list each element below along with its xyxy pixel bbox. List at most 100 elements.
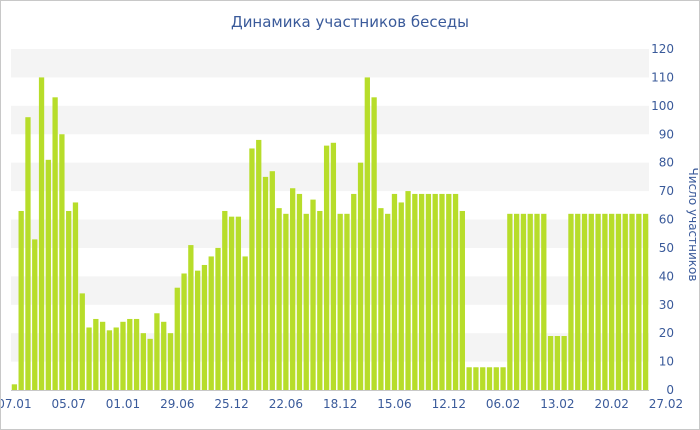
grid-band: [11, 49, 649, 78]
bar: [161, 321, 167, 390]
bar: [554, 336, 561, 390]
bar: [25, 117, 31, 390]
bar: [72, 202, 79, 390]
bar: [296, 193, 303, 390]
y-tick-label: 30: [659, 298, 674, 312]
bar: [337, 213, 343, 390]
bar: [45, 159, 51, 390]
bar: [188, 245, 194, 390]
bar: [256, 139, 262, 390]
grid-band: [11, 276, 649, 305]
bar: [486, 367, 493, 390]
bar: [493, 367, 499, 390]
grid-bands: [11, 49, 649, 362]
bar: [357, 162, 364, 390]
x-axis-ticks: 07.01 05.07 01.01 29.06 25.12 22.06 18.12 15.06…: [1, 397, 683, 411]
chart-title: Динамика участников беседы: [230, 13, 470, 31]
bars: [11, 77, 649, 391]
y-axis-ticks: 0 10 20 30 40 50 60 70 80 90 100 110 120: [651, 42, 674, 397]
bar: [228, 216, 235, 390]
bar: [446, 193, 452, 390]
bar: [93, 318, 99, 390]
bar: [371, 97, 377, 390]
bar: [330, 142, 337, 390]
bar: [418, 193, 425, 390]
bar: [290, 188, 296, 390]
grid-band: [11, 105, 649, 135]
y-tick-label: 0: [666, 383, 674, 397]
bar: [215, 247, 221, 390]
grid-band: [11, 333, 649, 362]
bar: [113, 327, 119, 390]
bar: [581, 213, 588, 390]
bar: [507, 213, 513, 390]
bar: [133, 318, 140, 390]
bar: [99, 321, 106, 390]
bar: [195, 270, 201, 390]
bar: [391, 193, 398, 390]
bar: [459, 210, 465, 390]
bar: [208, 256, 214, 390]
bar: [636, 213, 642, 390]
bar: [262, 176, 269, 391]
bar: [127, 318, 133, 390]
bar: [642, 213, 649, 390]
y-tick-label: 40: [659, 269, 674, 283]
bar: [147, 338, 153, 390]
bar: [222, 210, 228, 390]
bar: [425, 193, 432, 390]
bar: [79, 293, 85, 390]
bar: [52, 97, 58, 390]
bar: [303, 213, 309, 390]
y-tick-label: 90: [659, 127, 674, 141]
bar: [439, 193, 445, 390]
bar: [385, 213, 391, 390]
y-tick-label: 120: [651, 42, 674, 56]
bar: [201, 264, 208, 390]
bar: [541, 213, 547, 390]
grid-band: [11, 219, 649, 248]
bar: [235, 216, 242, 390]
x-tick-label: 13.02: [540, 397, 574, 411]
bar: [609, 213, 615, 390]
y-tick-label: 10: [659, 355, 674, 369]
bar: [167, 333, 174, 390]
bar: [432, 193, 438, 390]
bar: [11, 384, 18, 390]
bar: [520, 213, 527, 390]
bar: [575, 213, 581, 390]
bar: [351, 193, 357, 390]
bar: [269, 171, 275, 390]
bar: [59, 134, 65, 390]
bar: [323, 145, 330, 390]
x-tick-label: 12.12: [432, 397, 466, 411]
bar: [527, 213, 533, 390]
y-tick-label: 60: [659, 213, 674, 227]
bar: [452, 193, 459, 390]
bar: [32, 239, 38, 390]
bar: [398, 202, 404, 390]
x-tick-label: 01.01: [106, 397, 140, 411]
bar: [405, 191, 411, 390]
bar: [588, 213, 594, 390]
bar: [629, 213, 635, 390]
bar: [344, 213, 350, 390]
y-tick-label: 110: [651, 70, 674, 84]
bar: [514, 213, 520, 390]
x-tick-label: 07.01: [1, 397, 32, 411]
y-tick-label: 80: [659, 156, 674, 170]
bar: [378, 208, 384, 390]
x-tick-label: 25.12: [214, 397, 248, 411]
y-tick-label: 50: [659, 241, 674, 255]
x-tick-label: 06.02: [486, 397, 520, 411]
x-tick-label: 27.02: [649, 397, 683, 411]
bar: [66, 210, 72, 390]
x-tick-label: 18.12: [323, 397, 357, 411]
bar: [602, 213, 608, 390]
bar: [561, 336, 567, 390]
bar: [140, 333, 146, 390]
x-tick-label: 20.02: [594, 397, 628, 411]
y-axis-label: Число участников: [686, 168, 699, 282]
